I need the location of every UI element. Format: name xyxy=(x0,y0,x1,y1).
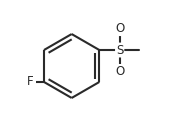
Text: O: O xyxy=(115,22,124,36)
Text: S: S xyxy=(116,44,123,56)
Text: F: F xyxy=(26,76,33,88)
Text: O: O xyxy=(115,65,124,78)
